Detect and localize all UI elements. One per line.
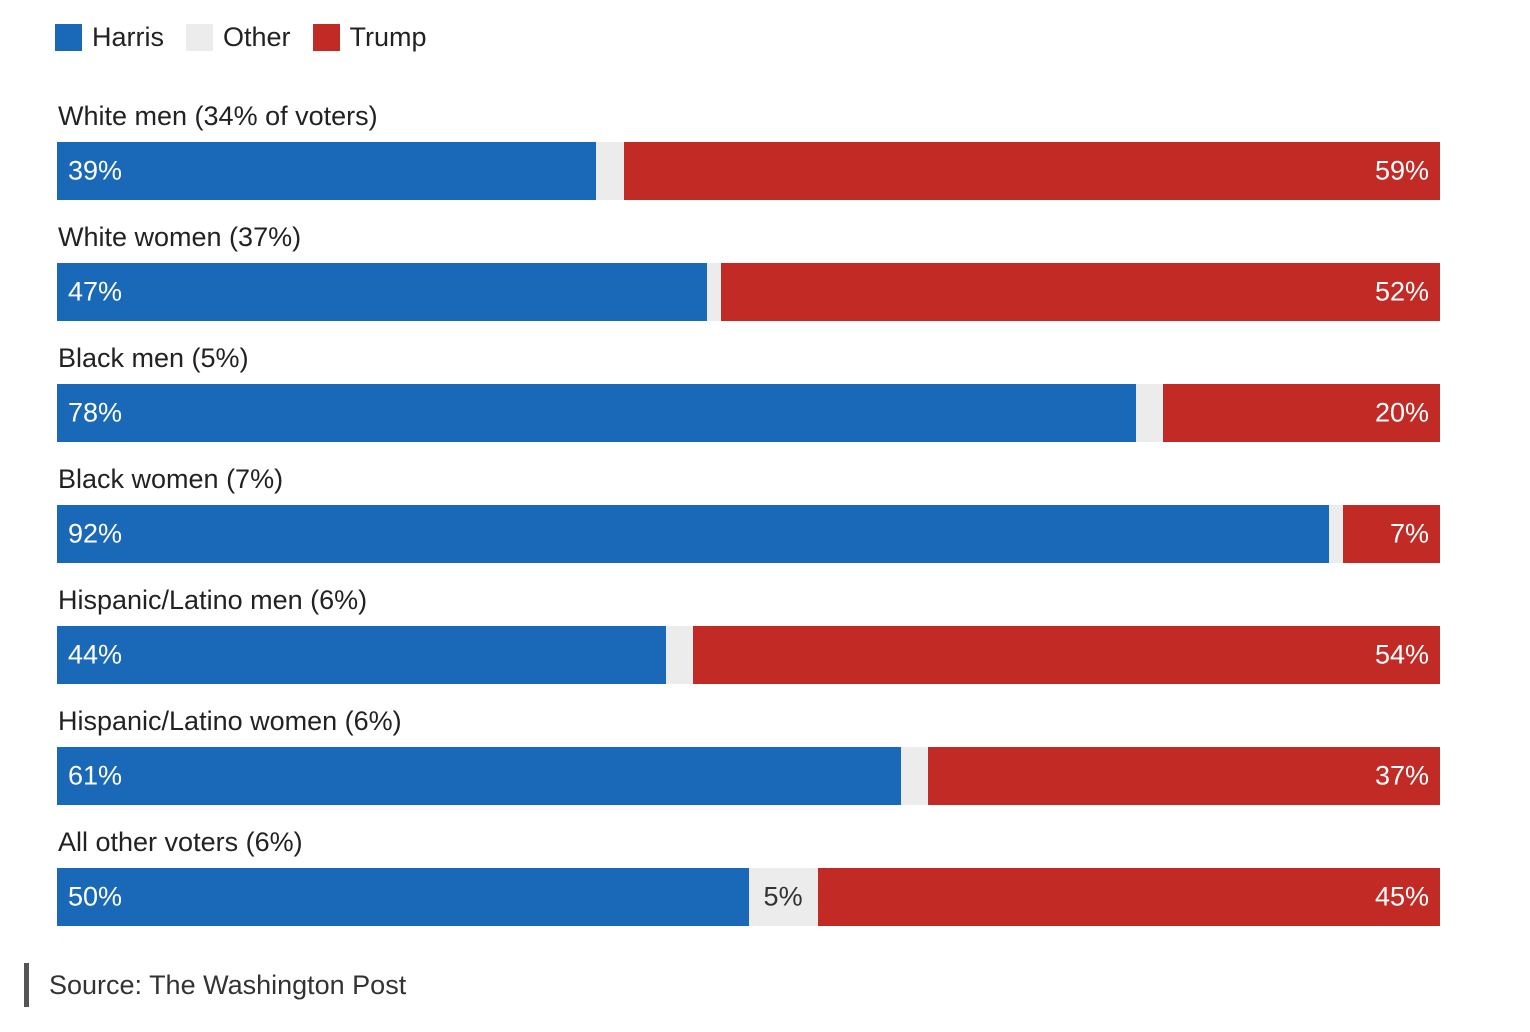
bar-segment-harris: 44%	[57, 626, 666, 684]
bar-segment-trump: 45%	[817, 868, 1440, 926]
bar-group: Black men (5%) 78% 20%	[57, 338, 1440, 459]
bar-group: Hispanic/Latino men (6%) 44% 54%	[57, 580, 1440, 701]
bar-segment-trump: 37%	[928, 747, 1440, 805]
data-label: 78%	[68, 397, 123, 428]
legend-item-other: Other	[186, 22, 291, 53]
data-label: 20%	[1374, 397, 1429, 428]
source-text: Source: The Washington Post	[49, 969, 407, 1000]
legend: Harris Other Trump	[55, 22, 449, 53]
bar-group: White women (37%) 47% 52%	[57, 217, 1440, 338]
bar-segment-other	[900, 747, 929, 805]
data-label: 47%	[68, 276, 123, 307]
data-label: 61%	[68, 760, 123, 791]
data-label: 7%	[1389, 518, 1429, 549]
bar-segment-harris: 61%	[57, 747, 901, 805]
legend-swatch	[186, 24, 213, 51]
legend-label: Other	[223, 22, 291, 52]
category-label: Hispanic/Latino women (6%)	[58, 706, 402, 736]
category-label: White women (37%)	[58, 222, 302, 252]
source-note: Source: The Washington Post	[24, 963, 406, 1007]
stacked-bar-chart: White men (34% of voters) 39% 59% White wom…	[57, 96, 1440, 943]
data-label: 59%	[1374, 155, 1429, 186]
category-label: All other voters (6%)	[58, 827, 303, 857]
legend-swatch	[55, 24, 82, 51]
data-label: 50%	[68, 881, 123, 912]
bar-segment-harris: 47%	[57, 263, 707, 321]
stacked-bar: 92% 7%	[57, 505, 1440, 563]
data-label: 5%	[763, 881, 803, 912]
bar-group: Black women (7%) 92% 7%	[57, 459, 1440, 580]
stacked-bar: 47% 52%	[57, 263, 1440, 321]
stacked-bar: 78% 20%	[57, 384, 1440, 442]
data-label: 39%	[68, 155, 123, 186]
bar-segment-harris: 78%	[57, 384, 1136, 442]
bar-segment-other	[1329, 505, 1344, 563]
stacked-bar: 44% 54%	[57, 626, 1440, 684]
bar-segment-trump: 54%	[693, 626, 1440, 684]
category-label: White men (34% of voters)	[58, 101, 378, 131]
data-label: 44%	[68, 639, 123, 670]
stacked-bar: 39% 59%	[57, 142, 1440, 200]
bar-segment-harris: 92%	[57, 505, 1330, 563]
bar-segment-trump: 52%	[720, 263, 1440, 321]
bar-segment-harris: 39%	[57, 142, 597, 200]
data-label: 54%	[1374, 639, 1429, 670]
legend-swatch	[312, 24, 340, 51]
legend-label: Harris	[92, 22, 164, 52]
data-label: 37%	[1374, 760, 1429, 791]
data-label: 52%	[1374, 276, 1429, 307]
legend-item-harris: Harris	[55, 22, 164, 53]
data-label: 45%	[1374, 881, 1429, 912]
bar-segment-other	[1135, 384, 1164, 442]
bar-segment-trump: 59%	[624, 142, 1440, 200]
legend-item-trump: Trump	[312, 22, 427, 53]
data-label: 92%	[68, 518, 123, 549]
bar-segment-other: 5%	[748, 868, 818, 926]
category-label: Black women (7%)	[58, 464, 284, 494]
bar-segment-other	[707, 263, 721, 321]
stacked-bar: 61% 37%	[57, 747, 1440, 805]
bar-segment-other	[596, 142, 625, 200]
category-label: Black men (5%)	[58, 343, 249, 373]
bar-group: White men (34% of voters) 39% 59%	[57, 96, 1440, 217]
bar-segment-harris: 50%	[57, 868, 749, 926]
legend-label: Trump	[349, 22, 427, 52]
bar-segment-other	[665, 626, 694, 684]
bar-group: All other voters (6%) 50% 5% 45%	[57, 822, 1440, 943]
bar-segment-trump: 20%	[1163, 384, 1440, 442]
category-label: Hispanic/Latino men (6%)	[58, 585, 368, 615]
stacked-bar: 50% 5% 45%	[57, 868, 1440, 926]
bar-group: Hispanic/Latino women (6%) 61% 37%	[57, 701, 1440, 822]
bar-segment-trump: 7%	[1343, 505, 1440, 563]
